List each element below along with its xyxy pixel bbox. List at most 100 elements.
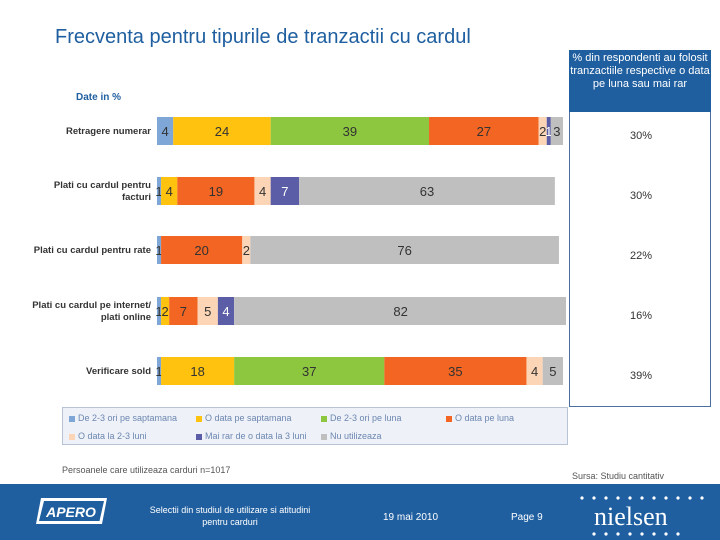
legend-label: O data pe luna [455, 413, 515, 423]
bar-segment [550, 117, 563, 145]
data-label: 2 [162, 304, 169, 319]
data-label: 27 [477, 124, 491, 139]
bar-segment [270, 177, 300, 205]
bar-segment [161, 357, 235, 385]
data-label: 63 [420, 184, 434, 199]
data-label: 18 [190, 364, 204, 379]
svg-text:nielsen: nielsen [594, 502, 668, 531]
data-label: 4 [531, 364, 538, 379]
legend-label: Nu utilizeaza [330, 431, 382, 441]
bar-segment [254, 177, 271, 205]
legend-swatch [196, 433, 202, 440]
bar-segment [169, 297, 198, 325]
category-label: Verificare sold [86, 366, 151, 377]
legend: De 2-3 ori pe saptamana O data pe saptam… [62, 407, 568, 445]
sample-note: Persoanele care utilizeaza carduri n=101… [62, 465, 231, 475]
bar-segment [173, 117, 271, 145]
source-note: Sursa: Studiu cantitativ [572, 471, 665, 481]
footer-date: 19 mai 2010 [383, 512, 439, 523]
bar-segment [157, 117, 174, 145]
side-header: % din respondenti au folosit tranzactiil… [569, 50, 711, 112]
legend-swatch [196, 415, 202, 422]
bar-segment [157, 357, 162, 385]
data-label: 1 [155, 364, 162, 379]
data-label: 1 [155, 243, 162, 258]
legend-swatch [69, 415, 75, 422]
data-label: 2 [539, 124, 546, 139]
chart-title: Frecventa pentru tipurile de tranzactii … [55, 26, 471, 48]
data-label: 19 [209, 184, 223, 199]
legend-label: De 2-3 ori pe saptamana [78, 413, 178, 423]
legend-item: Nu utilizeaza [321, 431, 382, 441]
side-value: 16% [629, 310, 653, 322]
legend-swatch [69, 433, 75, 440]
bar-segment [177, 177, 255, 205]
side-value: 39% [629, 370, 653, 382]
legend-swatch [321, 415, 327, 422]
data-label: 39 [343, 124, 357, 139]
data-label: 4 [259, 184, 266, 199]
bar-segment [157, 177, 162, 205]
data-label: 5 [204, 304, 211, 319]
category-label: Plati cu cardul pe internet/ [32, 300, 151, 311]
footer-caption-line1: Selectii din studiul de utilizare si ati… [149, 505, 311, 515]
bar-segment [250, 236, 559, 264]
data-label: 4 [162, 124, 169, 139]
data-label: 82 [393, 304, 407, 319]
bar-segment [270, 117, 430, 145]
data-label: 1 [155, 184, 162, 199]
data-label: 7 [281, 184, 288, 199]
data-label: 7 [180, 304, 187, 319]
bar-segment [157, 297, 162, 325]
svg-text:APERO: APERO [45, 504, 96, 520]
side-value: 30% [629, 190, 653, 202]
legend-label: De 2-3 ori pe luna [330, 413, 402, 423]
side-value: 22% [629, 250, 653, 262]
bar-segment [299, 177, 555, 205]
bar-segment [542, 357, 563, 385]
data-label: 1 [545, 124, 552, 139]
category-label: facturi [122, 192, 151, 203]
data-label: 37 [302, 364, 316, 379]
bar-segment [234, 357, 385, 385]
category-label: Retragere numerar [66, 126, 151, 137]
bar-segment [546, 117, 551, 145]
apero-logo: APERO [36, 498, 107, 524]
data-label: 2 [243, 243, 250, 258]
footer-caption: Selectii din studiul de utilizare si ati… [130, 504, 330, 528]
category-label: Plati cu cardul pentru [54, 180, 151, 191]
legend-label: O data pe saptamana [205, 413, 292, 423]
bar-segment [538, 117, 547, 145]
data-label: 5 [549, 364, 556, 379]
unit-label: Date in % [76, 92, 122, 103]
legend-item: De 2-3 ori pe luna [321, 413, 402, 423]
bar-segment [161, 297, 170, 325]
bar-segment [157, 236, 162, 264]
bar-segment [234, 297, 566, 325]
footer-bar [0, 484, 720, 540]
bar-segment [429, 117, 539, 145]
bar-segment [217, 297, 235, 325]
bar-segment [242, 236, 251, 264]
bar-segment [197, 297, 218, 325]
bar-segment [161, 177, 178, 205]
category-label: Plati cu cardul pentru rate [34, 245, 151, 256]
legend-item: O data pe saptamana [196, 413, 292, 423]
side-panel: 30% 30% 22% 16% 39% [569, 112, 711, 407]
nielsen-logo: nielsen [580, 496, 704, 536]
legend-item: Mai rar de o data la 3 luni [196, 431, 307, 441]
page-number: Page 9 [511, 512, 543, 523]
legend-item: De 2-3 ori pe saptamana [69, 413, 177, 423]
legend-item: O data la 2-3 luni [69, 431, 147, 441]
legend-label: Mai rar de o data la 3 luni [205, 431, 307, 441]
bar-segment [384, 357, 527, 385]
data-label: 76 [397, 243, 411, 258]
legend-item: O data pe luna [446, 413, 514, 423]
category-label: plati online [101, 312, 151, 323]
data-label: 4 [222, 304, 229, 319]
data-label: 24 [215, 124, 229, 139]
bar-segment [161, 236, 243, 264]
data-label: 20 [194, 243, 208, 258]
bar-segment [526, 357, 543, 385]
